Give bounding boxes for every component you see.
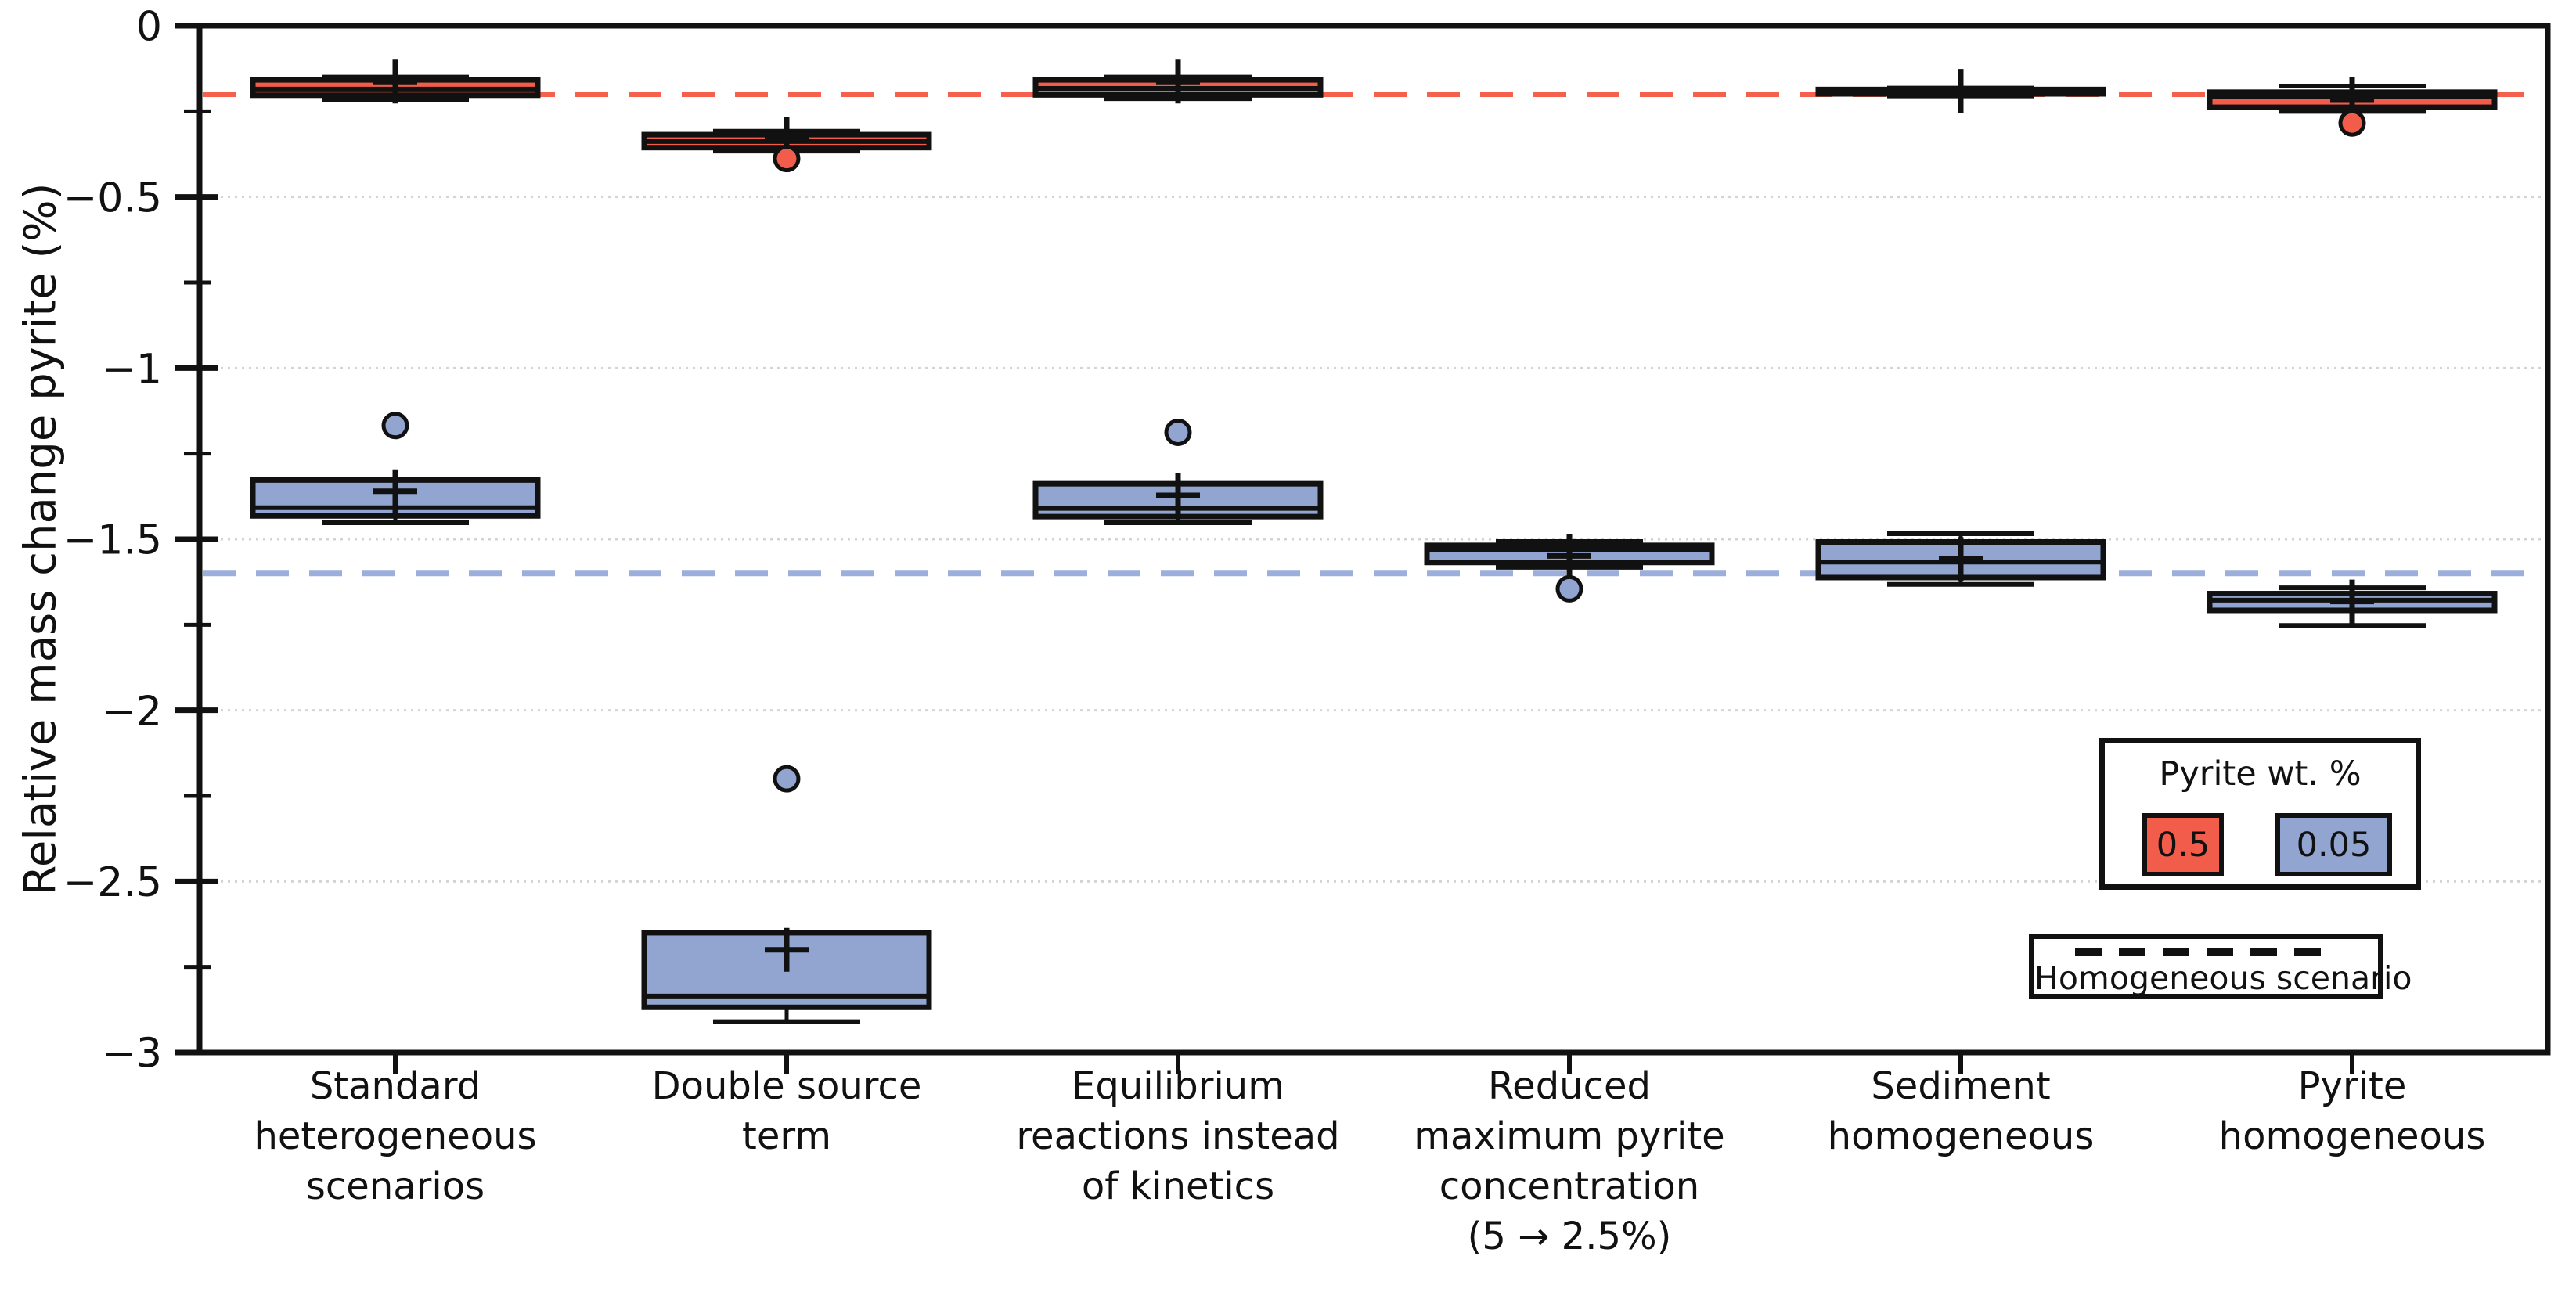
x-category-label-2: Equilibrium reactions instead of kinetics [1016, 1064, 1339, 1208]
x-category-label-1: Double source term [652, 1064, 922, 1158]
y-axis-label: Relative mass change pyrite (%) [15, 182, 67, 896]
legend-swatch-0.05-label: 0.05 [2296, 825, 2372, 865]
box-0.05-cat3-outlier [1555, 574, 1583, 603]
box-0.05-cat0-outlier [381, 412, 409, 440]
legend-homogeneous-label: Homogeneous scenario [2034, 959, 2412, 997]
y-tick-label: −3 [102, 1031, 162, 1078]
legend-swatch-0.5-label: 0.5 [2156, 825, 2210, 865]
y-tick-label: −2.5 [63, 859, 162, 906]
y-tick-label: 0 [136, 4, 162, 51]
legend-homogeneous-scenario: Homogeneous scenario [2029, 934, 2412, 999]
legend-swatch-0.05: 0.05 [2275, 813, 2392, 876]
box-0.05-cat1-outlier [773, 765, 801, 793]
y-tick-label: −2 [102, 688, 162, 735]
dashed-line-sample-icon [2075, 948, 2337, 956]
y-tick-label: −1.5 [63, 517, 162, 564]
legend-swatch-0.5: 0.5 [2142, 813, 2224, 876]
box-0.5-cat5-outlier [2338, 109, 2366, 137]
y-tick-label: −1 [102, 346, 162, 393]
box-0.5-cat1-outlier [773, 145, 801, 173]
y-tick-label: −0.5 [63, 175, 162, 221]
x-category-label-0: Standard heterogeneous scenarios [254, 1064, 536, 1208]
x-category-label-5: Pyrite homogeneous [2219, 1064, 2486, 1158]
legend-pyrite-wt: Pyrite wt. % 0.5 0.05 [2099, 738, 2421, 890]
x-category-label-4: Sediment homogeneous [1828, 1064, 2095, 1158]
box-0.05-cat2-outlier [1164, 419, 1192, 447]
x-category-label-3: Reduced maximum pyrite concentration (5 → 2… [1414, 1064, 1724, 1258]
legend-pyrite-title: Pyrite wt. % [2159, 754, 2362, 794]
